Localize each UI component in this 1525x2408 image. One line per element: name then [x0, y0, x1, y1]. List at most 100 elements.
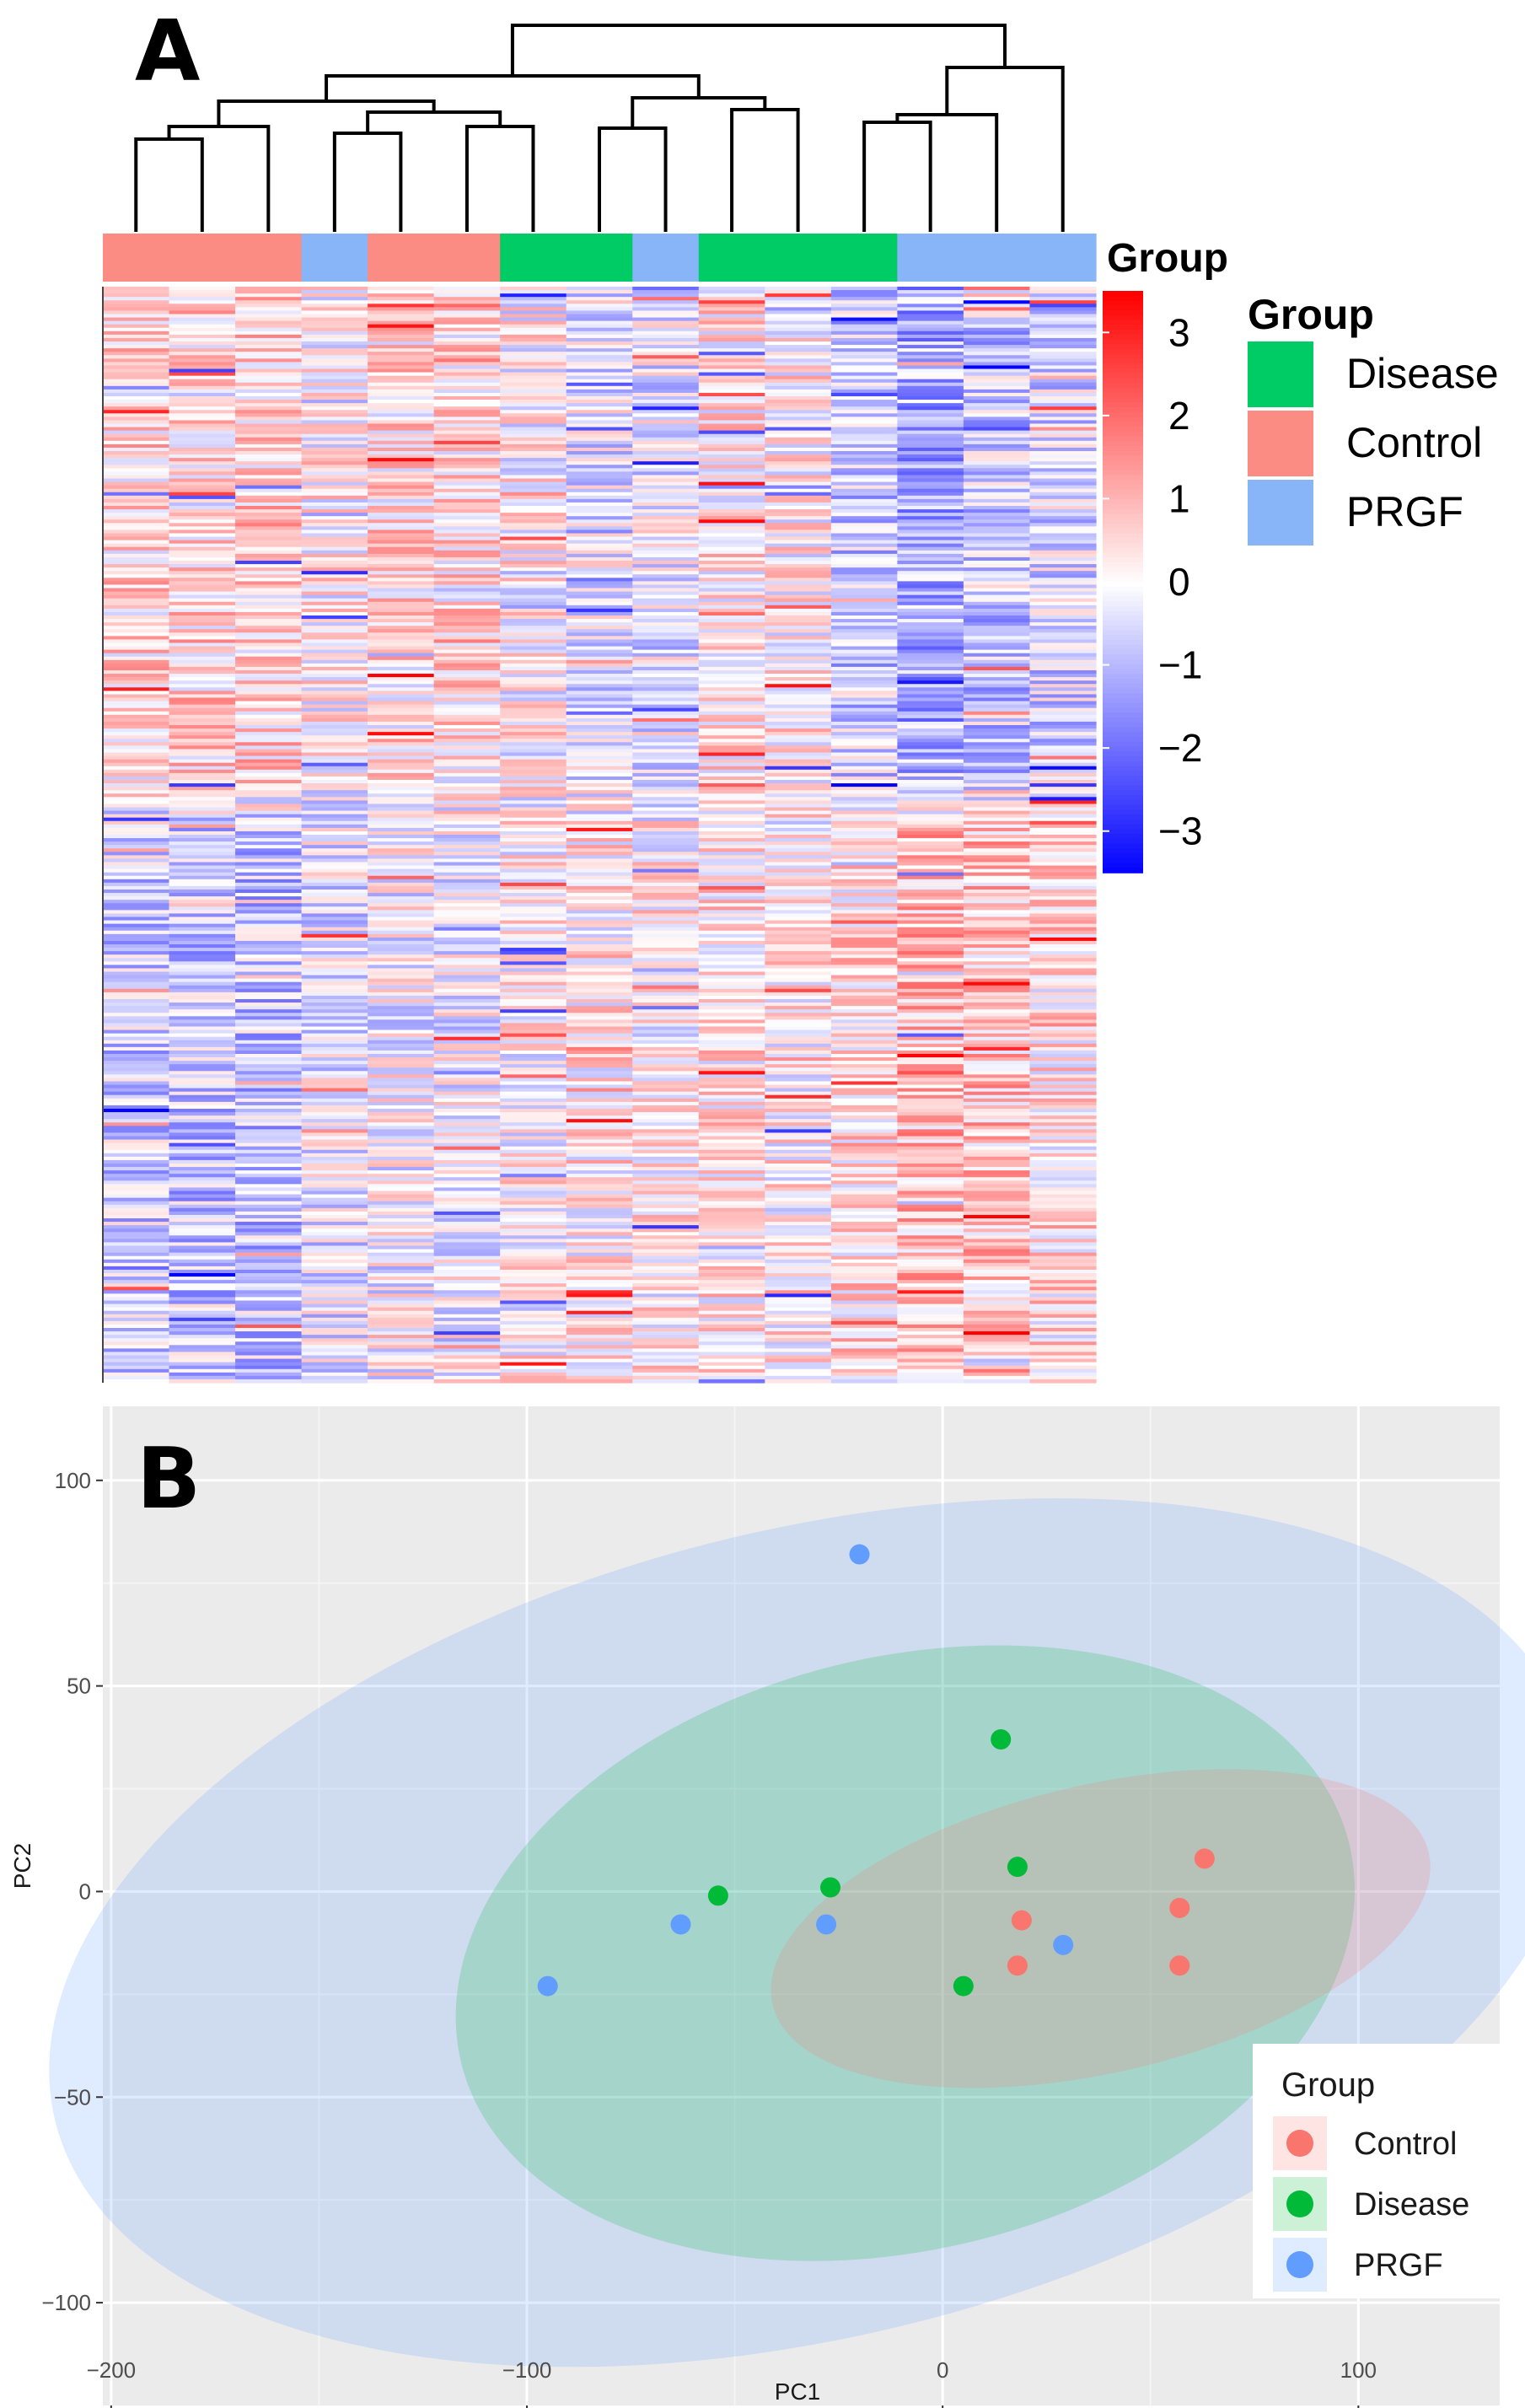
heatmap-cell: [632, 1269, 700, 1274]
heatmap-cell: [103, 749, 170, 754]
heatmap-cell: [765, 1119, 832, 1123]
heatmap-cell: [830, 845, 898, 849]
heatmap-cell: [103, 1159, 170, 1164]
heatmap-cell: [1029, 368, 1097, 374]
heatmap-cell: [301, 1287, 368, 1291]
heatmap-cell: [500, 513, 567, 517]
heatmap-cell: [500, 975, 567, 980]
heatmap-cell: [103, 488, 170, 493]
heatmap-cell: [566, 1191, 633, 1196]
heatmap-cell: [169, 1067, 236, 1072]
heatmap-cell: [566, 1057, 633, 1062]
heatmap-cell: [500, 1331, 567, 1336]
heatmap-cell: [169, 790, 236, 794]
heatmap-cell: [765, 992, 832, 997]
heatmap-cell: [897, 1372, 964, 1377]
heatmap-cell: [500, 314, 567, 319]
heatmap-cell: [830, 601, 898, 606]
heatmap-cell: [235, 389, 303, 394]
heatmap-cell: [698, 1273, 765, 1277]
heatmap-cell: [897, 368, 964, 374]
heatmap-cell: [765, 1362, 832, 1367]
heatmap-cell: [301, 1029, 368, 1035]
heatmap-cell: [301, 598, 368, 603]
heatmap-cell: [765, 1105, 832, 1110]
heatmap-cell: [897, 492, 964, 497]
heatmap-cell: [301, 755, 368, 761]
heatmap-cell: [235, 1252, 303, 1257]
heatmap-cell: [235, 882, 303, 887]
heatmap-cell: [235, 674, 303, 678]
heatmap-cell: [632, 567, 700, 572]
heatmap-cell: [765, 666, 832, 671]
heatmap-cell: [830, 372, 898, 377]
heatmap-cell: [830, 594, 898, 599]
heatmap-cell: [368, 965, 435, 970]
heatmap-cell: [1029, 1228, 1097, 1233]
heatmap-cell: [897, 1101, 964, 1106]
heatmap-cell: [765, 1098, 832, 1103]
heatmap-cell: [897, 1255, 964, 1260]
heatmap-cell: [765, 1249, 832, 1254]
heatmap-cell: [368, 1036, 435, 1041]
heatmap-cell: [830, 437, 898, 442]
heatmap-cell: [830, 1280, 898, 1284]
heatmap-cell: [103, 1277, 170, 1281]
heatmap-cell: [1029, 533, 1097, 538]
heatmap-cell: [632, 337, 700, 342]
heatmap-cell: [368, 1262, 435, 1267]
heatmap-cell: [500, 1277, 567, 1281]
heatmap-cell: [368, 626, 435, 630]
heatmap-cell: [765, 502, 832, 507]
heatmap-cell: [963, 670, 1031, 675]
heatmap-cell: [632, 787, 700, 791]
heatmap-cell: [566, 1040, 633, 1045]
heatmap-cell: [963, 691, 1031, 696]
heatmap-cell: [897, 965, 964, 970]
heatmap-cell: [301, 1307, 368, 1312]
heatmap-cell: [103, 317, 170, 322]
heatmap-cell: [765, 944, 832, 949]
heatmap-cell: [830, 913, 898, 918]
heatmap-cell: [235, 358, 303, 363]
heatmap-cell: [235, 649, 303, 654]
heatmap-cell: [169, 458, 236, 462]
heatmap-cell: [169, 410, 236, 414]
colorbar-segment: [1103, 402, 1143, 408]
heatmap-cell: [897, 732, 964, 736]
heatmap-cell: [169, 961, 236, 965]
heatmap-cell: [301, 817, 368, 822]
heatmap-cell: [301, 1222, 368, 1226]
heatmap-cell: [433, 1345, 501, 1349]
heatmap-cell: [765, 714, 832, 719]
heatmap-cell: [830, 1375, 898, 1380]
heatmap-cell: [500, 890, 567, 894]
heatmap-cell: [765, 324, 832, 329]
heatmap-cell: [566, 1036, 633, 1041]
heatmap-cell: [698, 1239, 765, 1244]
heatmap-cell: [235, 659, 303, 664]
heatmap-cell: [368, 1345, 435, 1349]
heatmap-cell: [169, 1245, 236, 1250]
heatmap-cell: [1029, 1335, 1097, 1339]
heatmap-cell: [169, 320, 236, 325]
heatmap-cell: [235, 619, 303, 623]
heatmap-cell: [566, 790, 633, 794]
heatmap-cell: [433, 495, 501, 500]
heatmap-cell: [235, 1348, 303, 1353]
heatmap-cell: [765, 780, 832, 784]
heatmap-cell: [103, 1362, 170, 1367]
heatmap-cell: [897, 944, 964, 949]
heatmap-cell: [566, 882, 633, 887]
heatmap-cell: [169, 598, 236, 603]
heatmap-cell: [103, 588, 170, 593]
heatmap-cell: [500, 1222, 567, 1226]
heatmap-cell: [566, 574, 633, 578]
heatmap-cell: [632, 1293, 700, 1298]
heatmap-cell: [1029, 858, 1097, 863]
heatmap-cell: [698, 1328, 765, 1332]
heatmap-cell: [433, 896, 501, 900]
heatmap-cell: [169, 978, 236, 983]
heatmap-cell: [368, 1362, 435, 1367]
heatmap-cell: [566, 352, 633, 356]
